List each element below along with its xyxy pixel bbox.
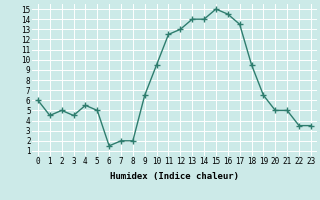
X-axis label: Humidex (Indice chaleur): Humidex (Indice chaleur)	[110, 172, 239, 181]
